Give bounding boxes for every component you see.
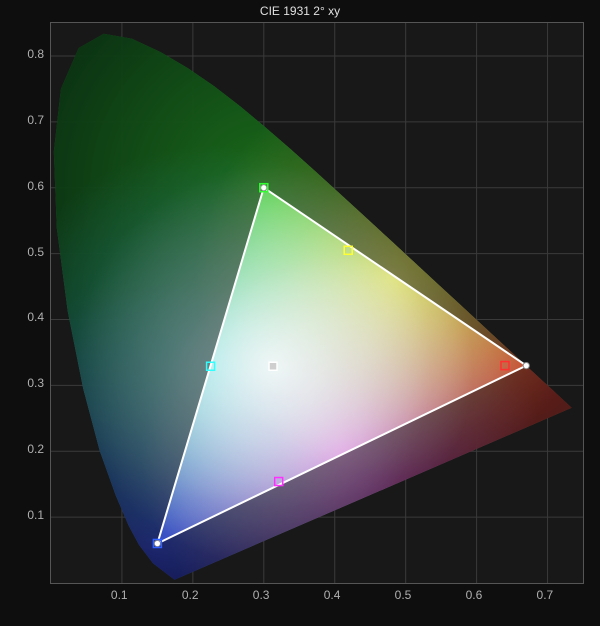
y-tick-label: 0.7 (27, 113, 44, 127)
x-tick-label: 0.1 (111, 588, 128, 602)
y-tick-label: 0.5 (27, 245, 44, 259)
y-tick-label: 0.4 (27, 310, 44, 324)
x-tick-label: 0.4 (324, 588, 341, 602)
plot-svg (51, 23, 583, 583)
y-tick-label: 0.2 (27, 442, 44, 456)
cie-chart: CIE 1931 2° xy 0.10.20.30.40.50.60.70.8 … (0, 0, 600, 626)
x-tick-label: 0.6 (466, 588, 483, 602)
x-tick-label: 0.3 (253, 588, 270, 602)
chart-title: CIE 1931 2° xy (0, 4, 600, 18)
locus-group (51, 23, 583, 583)
plot-area (50, 22, 584, 584)
x-tick-label: 0.2 (182, 588, 199, 602)
y-tick-label: 0.6 (27, 179, 44, 193)
x-tick-label: 0.5 (395, 588, 412, 602)
x-tick-label: 0.7 (537, 588, 554, 602)
y-tick-label: 0.8 (27, 47, 44, 61)
y-tick-label: 0.1 (27, 508, 44, 522)
y-tick-label: 0.3 (27, 376, 44, 390)
marker-white (269, 362, 277, 370)
